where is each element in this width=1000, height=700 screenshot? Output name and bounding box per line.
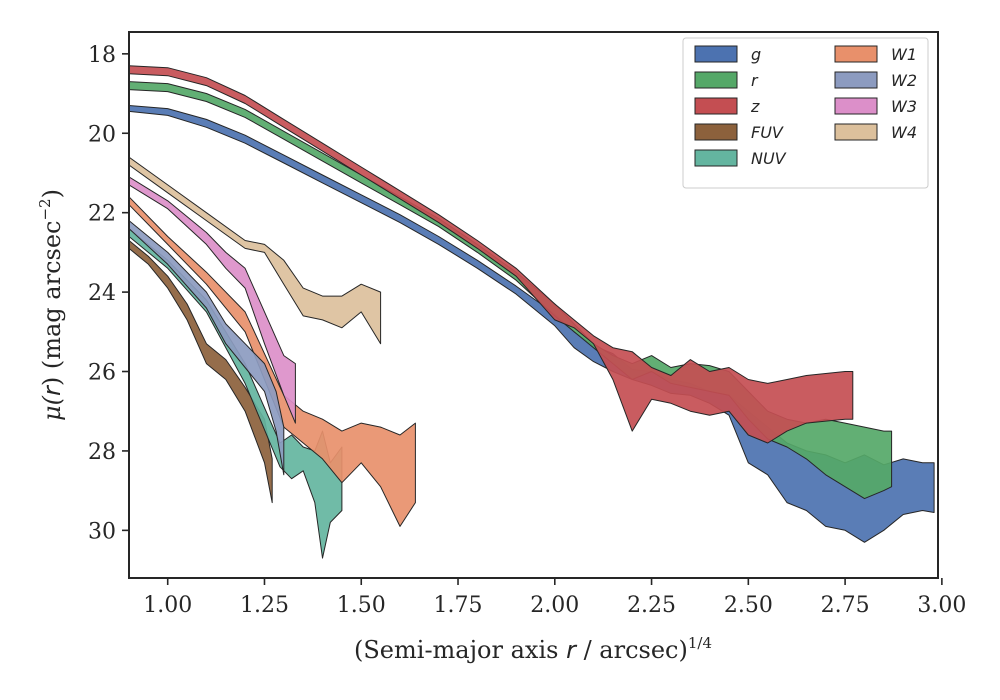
legend-swatch <box>694 45 738 63</box>
profile-bands <box>129 65 935 559</box>
band-z <box>129 65 854 444</box>
legend-swatch <box>834 71 878 89</box>
legend-swatch <box>694 97 738 115</box>
y-tick-label: 20 <box>88 122 116 147</box>
legend-swatch <box>834 45 878 63</box>
legend-label: W4 <box>891 123 917 142</box>
band-w4 <box>129 156 382 345</box>
legend-label: W3 <box>891 97 917 116</box>
legend-label: W1 <box>891 45 917 64</box>
y-tick-label: 30 <box>88 519 116 544</box>
x-axis: 1.00 1.25 1.50 1.75 2.00 2.25 2.50 2.75 3.00 <box>143 578 966 618</box>
band-w2 <box>129 220 285 476</box>
x-tick-label: 2.50 <box>724 593 773 618</box>
legend-swatch <box>834 97 878 115</box>
y-tick-label: 18 <box>88 43 116 68</box>
x-axis-label: (Semi-major axis r / arcsec)1/4 <box>354 634 712 664</box>
legend-swatch <box>694 123 738 141</box>
x-tick-label: 1.75 <box>434 593 483 618</box>
y-tick-label: 26 <box>88 361 116 386</box>
legend-swatch <box>694 71 738 89</box>
y-tick-label: 22 <box>88 202 116 227</box>
x-tick-label: 2.25 <box>627 593 676 618</box>
band-fuv <box>129 240 273 504</box>
legend-label: g <box>751 45 761 64</box>
x-tick-label: 2.75 <box>821 593 870 618</box>
band-w3 <box>129 176 296 424</box>
legend-label: r <box>751 71 759 90</box>
y-tick-label: 28 <box>88 440 116 465</box>
x-tick-label: 2.00 <box>530 593 579 618</box>
x-tick-label: 1.50 <box>337 593 386 618</box>
legend-label: NUV <box>751 149 787 168</box>
legend-swatch <box>834 123 878 141</box>
legend: grz FUV NUV W1 W2 W3 W4 <box>682 37 929 189</box>
x-tick-label: 3.00 <box>917 593 966 618</box>
y-tick-label: 24 <box>88 281 116 306</box>
legend-swatch <box>694 149 738 167</box>
y-axis: 18 20 22 24 26 28 30 <box>88 43 129 544</box>
legend-label: W2 <box>891 71 917 90</box>
legend-label: z <box>750 97 760 116</box>
band-nuv <box>129 228 343 559</box>
x-tick-label: 1.25 <box>240 593 289 618</box>
legend-label: FUV <box>751 123 784 142</box>
y-axis-label: μ(r) (mag arcsec−2) <box>36 189 66 421</box>
plot-frame <box>128 31 939 579</box>
x-tick-label: 1.00 <box>143 593 192 618</box>
